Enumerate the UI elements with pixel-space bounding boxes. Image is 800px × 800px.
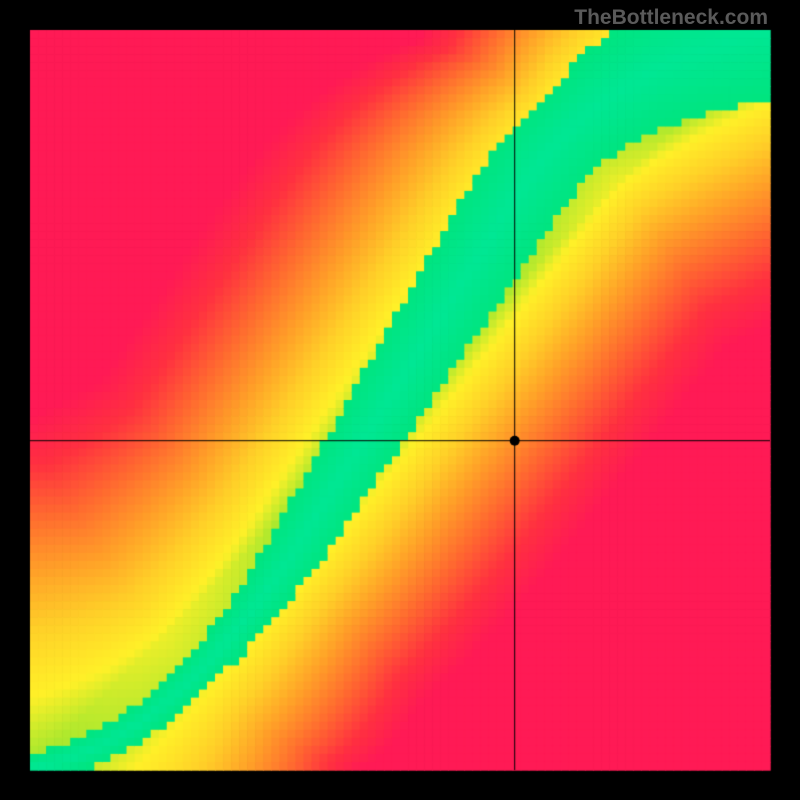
watermark-text: TheBottleneck.com [574, 6, 768, 30]
chart-container: TheBottleneck.com [0, 0, 800, 800]
bottleneck-heatmap [0, 0, 800, 800]
